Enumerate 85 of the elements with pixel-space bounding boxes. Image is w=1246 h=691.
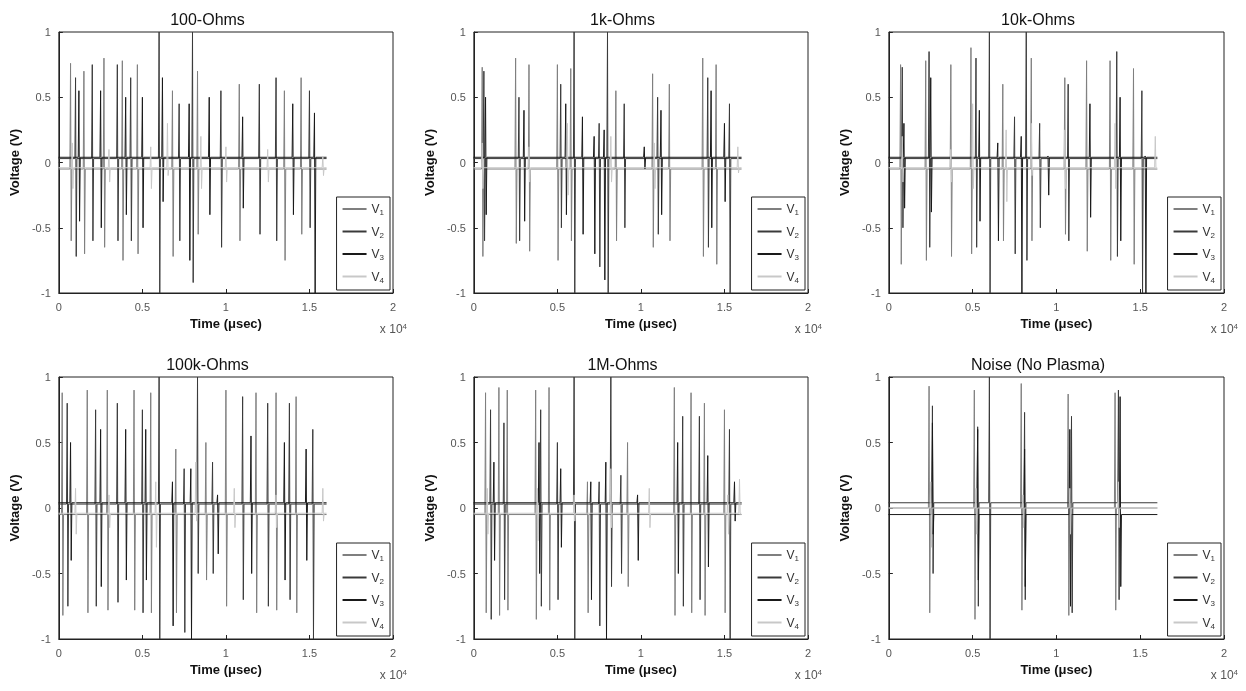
x-tick-label: 0 xyxy=(55,300,62,313)
y-tick-label: -0.5 xyxy=(31,221,51,234)
x-tick-label: 2 xyxy=(804,300,812,313)
y-tick-label: 0 xyxy=(44,502,51,514)
x-tick-label: 0 xyxy=(55,646,62,659)
x-axis-title: Time (μsec) xyxy=(1020,316,1093,331)
x-axis-title: Time (μsec) xyxy=(604,662,677,677)
y-tick-label: 0.5 xyxy=(35,436,51,449)
x-tick-label: 2 xyxy=(389,300,397,313)
y-tick-label: -1 xyxy=(871,633,881,645)
x-tick-label: 1.5 xyxy=(301,646,318,659)
y-tick-label: -1 xyxy=(456,633,466,645)
y-tick-label: 1 xyxy=(44,371,51,383)
line-series xyxy=(58,461,327,548)
line-series xyxy=(888,481,1158,548)
x-tick-label: 1.5 xyxy=(716,646,733,659)
x-tick-label: 1.5 xyxy=(301,300,318,313)
x-tick-label: 1 xyxy=(1053,300,1060,313)
x-tick-label: 0 xyxy=(470,646,477,659)
y-tick-label: -1 xyxy=(871,287,881,299)
chart-title: 1k-Ohms xyxy=(590,10,655,28)
y-axis-title: Voltage (V) xyxy=(837,474,852,542)
y-tick-label: 1 xyxy=(874,371,881,383)
y-tick-label: 0 xyxy=(459,156,466,169)
x-tick-label: 2 xyxy=(1220,300,1228,313)
x-tick-label: 1.5 xyxy=(1132,646,1148,659)
chart-title: Noise (No Plasma) xyxy=(970,355,1106,373)
x-axis-title: Time (μsec) xyxy=(189,316,262,331)
y-tick-label: 0.5 xyxy=(450,436,466,449)
x-tick-label: 0.5 xyxy=(549,646,566,659)
x-tick-label: 0.5 xyxy=(964,646,981,659)
x-tick-label: 0.5 xyxy=(549,300,566,313)
x-tick-label: 1 xyxy=(222,300,229,313)
x-tick-label: 1.5 xyxy=(716,300,733,313)
chart-title: 100-Ohms xyxy=(170,10,245,28)
line-series xyxy=(473,57,742,265)
y-tick-label: 0.5 xyxy=(450,91,466,104)
y-tick-label: 0.5 xyxy=(865,91,881,104)
x-axis-title: Time (μsec) xyxy=(1020,662,1093,677)
y-tick-label: -1 xyxy=(41,633,51,645)
x-tick-label: 0.5 xyxy=(134,300,151,313)
x-tick-label: 0 xyxy=(885,300,892,313)
line-series xyxy=(888,47,1158,265)
y-tick-label: 0.5 xyxy=(865,436,881,449)
x-tick-label: 0 xyxy=(470,300,477,313)
x-tick-label: 1.5 xyxy=(1132,300,1148,313)
chart-title: 100k-Ohms xyxy=(166,355,249,373)
x-tick-label: 0.5 xyxy=(134,646,151,659)
y-tick-label: -0.5 xyxy=(31,567,51,580)
y-tick-label: 0 xyxy=(44,156,51,169)
x-axis-title: Time (μsec) xyxy=(604,316,677,331)
y-tick-label: -0.5 xyxy=(861,567,881,580)
y-tick-label: 1 xyxy=(874,26,881,38)
x-tick-label: 1 xyxy=(637,646,644,659)
y-tick-label: 0 xyxy=(459,502,466,514)
y-tick-label: 1 xyxy=(44,26,51,38)
y-tick-label: 1 xyxy=(459,371,466,383)
y-axis-title: Voltage (V) xyxy=(422,129,437,196)
y-axis-title: Voltage (V) xyxy=(422,474,437,542)
chart-title: 1M-Ohms xyxy=(587,355,658,373)
line-series xyxy=(473,122,742,196)
y-tick-label: 1 xyxy=(459,26,466,38)
y-tick-label: -0.5 xyxy=(861,221,881,234)
chart-title: 10k-Ohms xyxy=(1001,10,1075,28)
x-tick-label: 2 xyxy=(389,646,397,659)
y-tick-label: -1 xyxy=(41,287,51,299)
line-series xyxy=(58,57,327,261)
x-tick-label: 1 xyxy=(637,300,644,313)
y-axis-title: Voltage (V) xyxy=(7,474,22,542)
x-tick-label: 0 xyxy=(885,646,892,659)
x-tick-label: 2 xyxy=(1220,646,1228,659)
x-axis-title: Time (μsec) xyxy=(189,662,262,677)
x-tick-label: 2 xyxy=(804,646,812,659)
y-axis-title: Voltage (V) xyxy=(7,129,22,196)
line-series xyxy=(58,122,327,190)
y-tick-label: 0 xyxy=(874,502,881,514)
x-tick-label: 0.5 xyxy=(964,300,981,313)
x-tick-label: 1 xyxy=(222,646,229,659)
x-tick-label: 1 xyxy=(1053,646,1060,659)
y-tick-label: 0.5 xyxy=(35,91,51,104)
y-tick-label: -0.5 xyxy=(446,221,466,234)
y-tick-label: 0 xyxy=(874,156,881,169)
y-tick-label: -0.5 xyxy=(446,567,466,580)
y-tick-label: -1 xyxy=(456,287,466,299)
y-axis-title: Voltage (V) xyxy=(837,129,852,196)
